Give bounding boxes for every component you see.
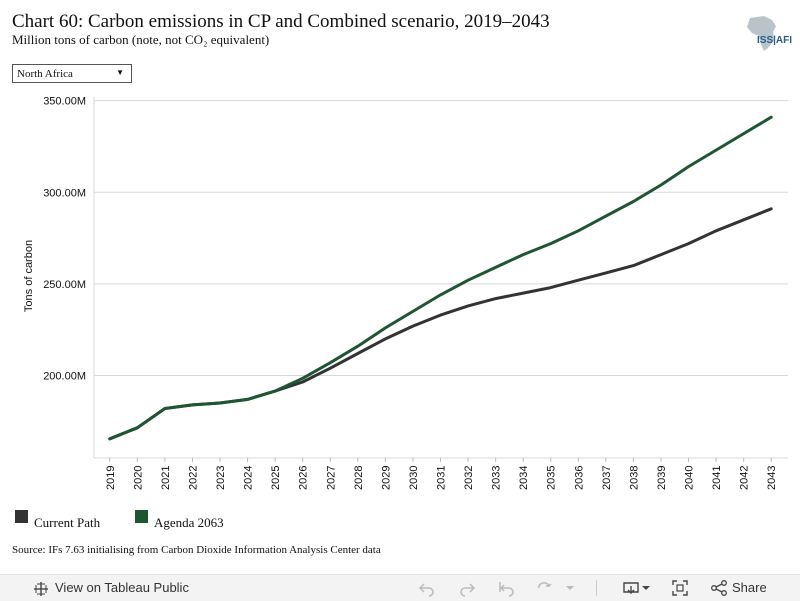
x-tick-label: 2027 <box>325 466 337 490</box>
redo-icon[interactable] <box>458 579 476 597</box>
line-chart: 200.00M 250.00M 300.00M 350.00M 2019 2020 202… <box>23 96 788 490</box>
y-tick-label: 250.00M <box>43 279 86 291</box>
refresh-icon[interactable] <box>536 579 554 597</box>
share-button[interactable]: Share <box>732 580 767 595</box>
x-tick-label: 2041 <box>711 466 723 490</box>
x-tick-label: 2022 <box>187 466 199 490</box>
series-lines <box>108 115 773 441</box>
logo-text: ISS|AFI <box>757 35 792 46</box>
download-icon[interactable] <box>622 579 640 597</box>
source-note: Source: IFs 7.63 initialising from Carbo… <box>12 544 381 556</box>
x-tick-label: 2031 <box>436 466 448 490</box>
revert-icon[interactable] <box>498 579 516 597</box>
fullscreen-icon[interactable] <box>671 579 689 597</box>
caret-down-icon[interactable] <box>566 584 574 592</box>
toolbar-divider <box>596 580 597 596</box>
legend-item-agenda-2063[interactable]: Agenda 2063 <box>135 510 224 530</box>
undo-icon[interactable] <box>418 579 436 597</box>
grid-lines <box>94 100 788 377</box>
x-tick-label: 2039 <box>656 466 668 490</box>
legend-swatch-current-path <box>15 510 28 523</box>
y-tick-label: 200.00M <box>43 371 86 383</box>
y-tick-labels: 200.00M 250.00M 300.00M 350.00M <box>43 96 86 383</box>
x-tick-label: 2033 <box>491 466 503 490</box>
x-tick-labels: 2019 2020 2021 2022 2023 2024 2025 2026 2027 2028… <box>105 458 778 490</box>
iss-africa-logo: ISS|AFI <box>742 14 792 54</box>
x-tick-label: 2025 <box>270 466 282 490</box>
region-dropdown[interactable]: North Africa ▼ <box>12 64 132 83</box>
x-tick-label: 2030 <box>408 466 420 490</box>
x-tick-label: 2021 <box>160 466 172 490</box>
x-tick-label: 2032 <box>463 466 475 490</box>
x-tick-label: 2034 <box>518 466 530 490</box>
y-axis-label: Tons of carbon <box>23 240 35 312</box>
x-tick-label: 2019 <box>105 466 117 490</box>
chart-title: Chart 60: Carbon emissions in CP and Com… <box>12 11 550 32</box>
x-tick-label: 2024 <box>243 466 255 490</box>
series-line-agenda-2063 <box>108 115 773 441</box>
chevron-down-icon: ▼ <box>116 68 124 77</box>
view-on-tableau-link[interactable]: View on Tableau Public <box>55 580 189 595</box>
x-tick-label: 2038 <box>628 466 640 490</box>
x-tick-label: 2040 <box>684 466 696 490</box>
x-tick-label: 2043 <box>766 466 778 490</box>
x-tick-label: 2023 <box>215 466 227 490</box>
tableau-footer-toolbar: View on Tableau Public Share <box>0 574 800 601</box>
x-tick-label: 2028 <box>353 466 365 490</box>
x-tick-label: 2035 <box>546 466 558 490</box>
share-icon[interactable] <box>710 579 728 597</box>
download-caret-icon[interactable] <box>642 584 650 592</box>
x-tick-label: 2036 <box>573 466 585 490</box>
legend-label-agenda-2063: Agenda 2063 <box>154 515 224 530</box>
x-tick-label: 2042 <box>739 466 751 490</box>
y-tick-label: 300.00M <box>43 187 86 199</box>
x-tick-label: 2029 <box>380 466 392 490</box>
x-tick-label: 2026 <box>298 466 310 490</box>
tableau-logo-icon <box>34 582 48 596</box>
y-tick-label: 350.00M <box>43 96 86 108</box>
legend-item-current-path[interactable]: Current Path <box>15 510 100 530</box>
chart-subtitle: Million tons of carbon (note, not CO₂ eq… <box>12 32 270 47</box>
x-tick-label: 2020 <box>132 466 144 490</box>
region-selected-value: North Africa <box>17 68 73 80</box>
legend-swatch-agenda-2063 <box>135 510 148 523</box>
legend-label-current-path: Current Path <box>34 515 101 530</box>
x-tick-label: 2037 <box>601 466 613 490</box>
